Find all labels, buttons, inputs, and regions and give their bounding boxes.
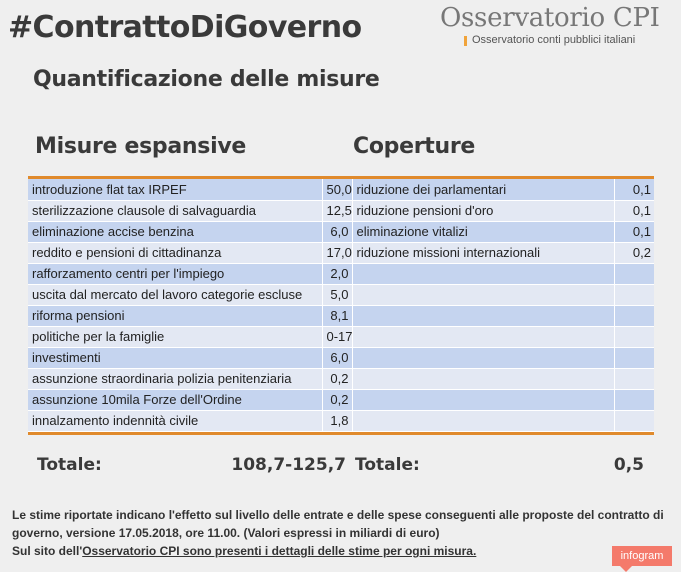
table-row: introduzione flat tax IRPEF 50,0 riduzione… xyxy=(28,179,654,201)
cover-name-cell xyxy=(352,284,615,306)
column-header-coperture: Coperture xyxy=(353,134,476,159)
cover-value-cell xyxy=(614,326,654,348)
cover-value-cell xyxy=(614,305,654,327)
cover-name-cell: riduzione missioni internazionali xyxy=(352,242,615,264)
measures-table: introduzione flat tax IRPEF 50,0 riduzione… xyxy=(28,176,654,435)
cover-name-cell xyxy=(352,410,615,432)
table-row: eliminazione accise benzina 6,0 eliminazio… xyxy=(28,221,654,243)
table-row: sterilizzazione clausole di salvaguardia… xyxy=(28,200,654,222)
page-subtitle: Quantificazione delle misure xyxy=(33,67,380,92)
measure-value-cell: 12,5 xyxy=(322,200,353,222)
table-row: assunzione straordinaria polizia peniten… xyxy=(28,368,654,390)
table-row: uscita dal mercato del lavoro categorie … xyxy=(28,284,654,306)
total-value-right: 0,5 xyxy=(613,455,644,475)
total-value-left: 108,7-125,7 xyxy=(231,455,346,475)
logo-accent-bar xyxy=(464,36,467,46)
cover-name-cell xyxy=(352,368,615,390)
measure-value-cell: 50,0 xyxy=(322,179,353,201)
cover-name-cell: riduzione pensioni d'oro xyxy=(352,200,615,222)
measure-value-cell: 17,0 xyxy=(322,242,353,264)
page-hashtag-title: #ContrattoDiGoverno xyxy=(8,10,362,45)
total-label-right: Totale: xyxy=(355,455,420,475)
cover-value-cell xyxy=(614,284,654,306)
measure-name-cell: uscita dal mercato del lavoro categorie … xyxy=(28,284,323,306)
measure-name-cell: innalzamento indennità civile xyxy=(28,410,323,432)
measure-value-cell: 0-17 xyxy=(322,326,353,348)
measure-name-cell: riforma pensioni xyxy=(28,305,323,327)
measure-value-cell: 2,0 xyxy=(322,263,353,285)
table-top-rule xyxy=(28,176,654,179)
osservatorio-cpi-logo[interactable]: Osservatorio CPI Osservatorio conti pubb… xyxy=(440,3,676,49)
logo-name: Osservatorio CPI xyxy=(440,3,660,33)
table-row: rafforzamento centri per l'impiego 2,0 xyxy=(28,263,654,285)
footnote-site-prefix: Sul sito dell' xyxy=(12,544,83,558)
cover-name-cell xyxy=(352,389,615,411)
measure-name-cell: politiche per la famiglie xyxy=(28,326,323,348)
logo-tagline: Osservatorio conti pubblici italiani xyxy=(472,34,636,46)
cover-value-cell xyxy=(614,368,654,390)
cover-value-cell: 0,1 xyxy=(614,200,654,222)
table-bottom-rule xyxy=(28,431,654,435)
total-label-left: Totale: xyxy=(37,455,102,475)
cover-value-cell xyxy=(614,389,654,411)
measure-name-cell: reddito e pensioni di cittadinanza xyxy=(28,242,323,264)
cover-name-cell xyxy=(352,326,615,348)
footnote-site: Sul sito dell'Osservatorio CPI sono pres… xyxy=(12,542,672,560)
cover-value-cell: 0,2 xyxy=(614,242,654,264)
cover-value-cell: 0,1 xyxy=(614,221,654,243)
table-row: investimenti 6,0 xyxy=(28,347,654,369)
measure-name-cell: rafforzamento centri per l'impiego xyxy=(28,263,323,285)
measure-value-cell: 5,0 xyxy=(322,284,353,306)
table-row: assunzione 10mila Forze dell'Ordine 0,2 xyxy=(28,389,654,411)
footnotes: Le stime riportate indicano l'effetto su… xyxy=(12,506,672,560)
measure-name-cell: introduzione flat tax IRPEF xyxy=(28,179,323,201)
measure-value-cell: 0,2 xyxy=(322,368,353,390)
table-body: introduzione flat tax IRPEF 50,0 riduzione… xyxy=(28,179,654,432)
cover-name-cell xyxy=(352,347,615,369)
measure-name-cell: assunzione 10mila Forze dell'Ordine xyxy=(28,389,323,411)
footnote-estimates: Le stime riportate indicano l'effetto su… xyxy=(12,508,664,540)
cover-value-cell: 0,1 xyxy=(614,179,654,201)
measure-name-cell: eliminazione accise benzina xyxy=(28,221,323,243)
cover-value-cell xyxy=(614,263,654,285)
measure-value-cell: 0,2 xyxy=(322,389,353,411)
table-row: politiche per la famiglie 0-17 xyxy=(28,326,654,348)
cover-value-cell xyxy=(614,410,654,432)
infogram-badge[interactable]: infogram xyxy=(612,546,672,572)
measure-value-cell: 1,8 xyxy=(322,410,353,432)
measure-name-cell: sterilizzazione clausole di salvaguardia xyxy=(28,200,323,222)
osservatorio-cpi-link[interactable]: Osservatorio CPI sono presenti i dettagl… xyxy=(82,544,477,558)
measure-value-cell: 6,0 xyxy=(322,347,353,369)
cover-name-cell xyxy=(352,305,615,327)
measure-value-cell: 6,0 xyxy=(322,221,353,243)
cover-name-cell: eliminazione vitalizi xyxy=(352,221,615,243)
table-row: reddito e pensioni di cittadinanza 17,0 ri… xyxy=(28,242,654,264)
cover-value-cell xyxy=(614,347,654,369)
table-row: riforma pensioni 8,1 xyxy=(28,305,654,327)
measure-name-cell: assunzione straordinaria polizia peniten… xyxy=(28,368,323,390)
cover-name-cell: riduzione dei parlamentari xyxy=(352,179,615,201)
table-row: innalzamento indennità civile 1,8 xyxy=(28,410,654,432)
measure-name-cell: investimenti xyxy=(28,347,323,369)
column-header-misure: Misure espansive xyxy=(35,134,246,159)
measure-value-cell: 8,1 xyxy=(322,305,353,327)
cover-name-cell xyxy=(352,263,615,285)
